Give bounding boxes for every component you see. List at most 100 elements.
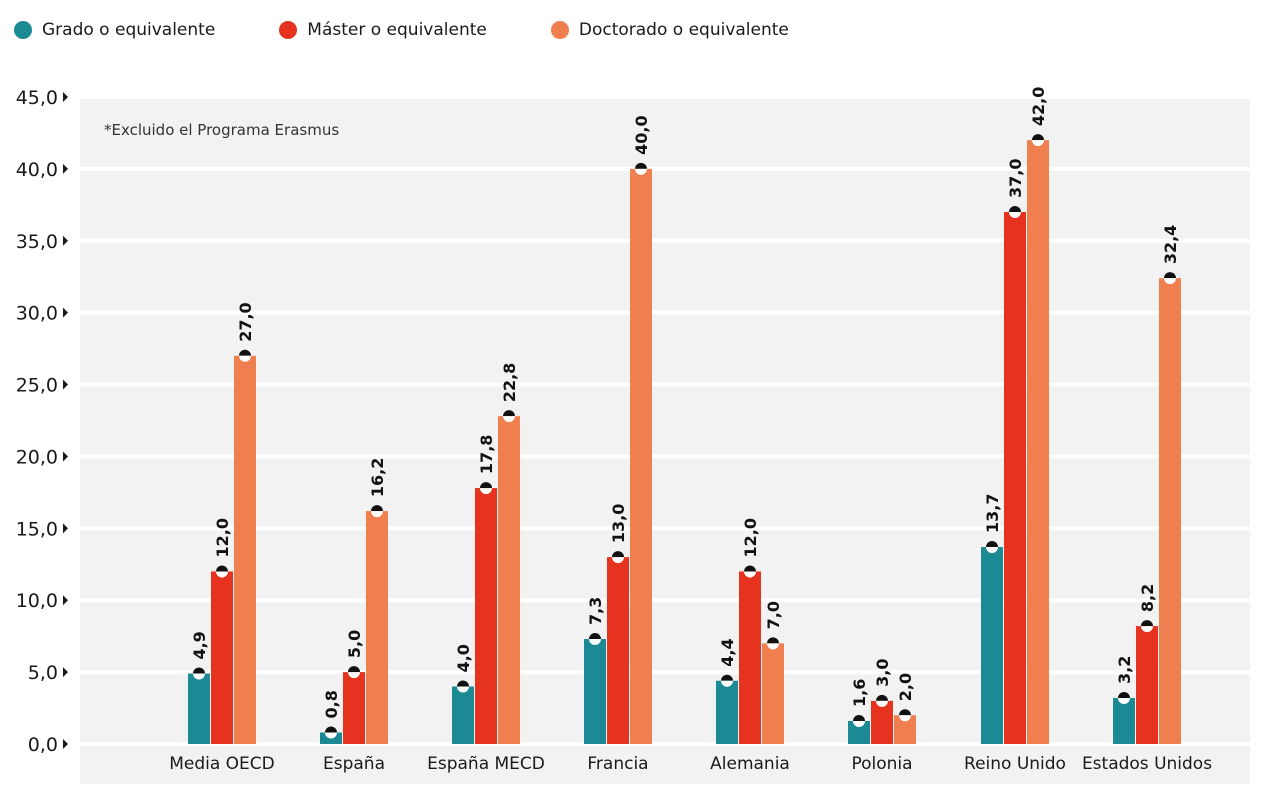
bar	[1159, 278, 1181, 744]
bar	[1004, 212, 1026, 744]
data-label: 32,4	[1161, 225, 1180, 264]
bar	[188, 673, 210, 744]
bar-marker-bottom	[899, 715, 911, 722]
bar-marker-bottom	[1118, 697, 1130, 704]
y-tick-label: 5,0	[28, 662, 58, 684]
y-tick-arrow	[63, 595, 68, 606]
bar-marker-bottom	[348, 672, 360, 679]
bar-marker-top	[503, 410, 515, 417]
y-tick-label: 45,0	[16, 87, 58, 109]
y-tick-label: 15,0	[16, 518, 58, 540]
y-tick-arrow	[63, 235, 68, 246]
bar-marker-top	[721, 674, 733, 681]
x-category-label: Estados Unidos	[1082, 754, 1212, 774]
x-category-label: Media OECD	[169, 754, 275, 774]
y-tick-arrow	[63, 92, 68, 102]
bar	[762, 643, 784, 744]
x-category-label: Reino Unido	[964, 754, 1066, 774]
chart-note: *Excluido el Programa Erasmus	[104, 121, 340, 139]
bar-marker-top	[1164, 272, 1176, 279]
data-label: 0,8	[322, 690, 341, 718]
x-category-label: España MECD	[427, 754, 545, 774]
bar	[607, 557, 629, 744]
legend-label-grado: Grado o equivalente	[42, 20, 216, 40]
bar-marker-bottom	[216, 571, 228, 578]
bar	[1113, 697, 1135, 744]
data-label: 3,0	[873, 659, 892, 687]
bar-marker-top	[876, 694, 888, 701]
plot-background	[80, 98, 1250, 784]
bar-marker-top	[767, 637, 779, 644]
y-tick-arrow	[63, 307, 68, 318]
y-tick-label: 35,0	[16, 231, 58, 253]
bar-marker-bottom	[480, 488, 492, 495]
bar	[1027, 140, 1049, 745]
bar-marker-bottom	[986, 547, 998, 554]
y-tick-arrow	[63, 667, 68, 678]
bar-marker-top	[1141, 620, 1153, 627]
legend-label-doctorado: Doctorado o equivalente	[578, 20, 789, 40]
legend-swatch-grado	[14, 21, 32, 39]
bar	[871, 700, 893, 744]
y-tick-arrow	[63, 523, 68, 534]
bar	[739, 571, 761, 744]
bar	[234, 355, 256, 744]
legend-item-grado: Grado o equivalente	[14, 20, 215, 40]
data-label: 7,3	[586, 597, 605, 625]
bar-marker-top	[325, 726, 337, 733]
bar-marker-top	[348, 666, 360, 673]
bar	[498, 416, 520, 744]
data-label: 4,4	[718, 638, 737, 666]
y-tick-arrow	[63, 379, 68, 390]
x-category-label: Francia	[587, 754, 648, 774]
y-tick-label: 0,0	[28, 734, 58, 756]
bar-marker-bottom	[503, 416, 515, 423]
y-tick-label: 25,0	[16, 375, 58, 397]
legend-swatch-master	[279, 21, 298, 39]
data-label: 5,0	[345, 630, 364, 658]
legend-item-master: Máster o equivalente	[279, 20, 487, 40]
data-label: 17,8	[477, 435, 496, 474]
bar-marker-bottom	[589, 639, 601, 646]
legend-swatch-doctorado	[550, 21, 569, 39]
bar-marker-bottom	[767, 643, 779, 650]
bar-marker-top	[635, 162, 647, 169]
bar-marker-top	[1118, 691, 1130, 698]
y-tick-arrow	[63, 739, 68, 749]
bar-marker-top	[853, 714, 865, 721]
data-label: 27,0	[236, 302, 255, 341]
data-label: 37,0	[1006, 159, 1025, 198]
data-label: 8,2	[1138, 584, 1157, 612]
bar-marker-bottom	[876, 700, 888, 707]
y-tick-label: 20,0	[16, 446, 58, 468]
bar-marker-bottom	[635, 168, 647, 175]
bar-marker-top	[457, 680, 469, 687]
data-label: 1,6	[850, 679, 869, 707]
data-label: 13,0	[609, 504, 628, 543]
data-label: 12,0	[741, 518, 760, 557]
bar-marker-top	[216, 565, 228, 572]
bar-marker-top	[1032, 134, 1044, 141]
y-tick-label: 10,0	[16, 590, 58, 612]
data-label: 3,2	[1115, 656, 1134, 684]
bar-marker-top	[899, 709, 911, 716]
bar-marker-top	[193, 667, 205, 674]
bar	[366, 511, 388, 744]
bar	[475, 488, 497, 744]
data-label: 7,0	[764, 601, 783, 629]
bar	[343, 672, 365, 744]
data-label: 16,2	[368, 458, 387, 497]
bar-marker-top	[371, 505, 383, 512]
bar	[630, 168, 652, 744]
legend: Grado o equivalente Máster o equivalente…	[14, 20, 853, 40]
x-category-label: Polonia	[851, 754, 912, 774]
bar-marker-bottom	[1164, 278, 1176, 285]
x-category-label: Alemania	[710, 754, 790, 774]
bar	[848, 720, 870, 744]
bar	[452, 686, 474, 744]
bar-marker-top	[612, 551, 624, 558]
bar-marker-bottom	[1141, 626, 1153, 633]
y-tick-label: 40,0	[16, 159, 58, 181]
data-label: 42,0	[1029, 87, 1048, 126]
x-category-label: España	[323, 754, 385, 774]
